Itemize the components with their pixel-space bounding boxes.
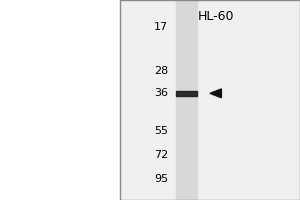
Text: 36: 36 [154,88,168,98]
Bar [176,0,197,200]
Text: 72: 72 [154,150,168,160]
Text: HL-60: HL-60 [198,10,234,23]
Bar [120,0,300,200]
Text: 28: 28 [154,66,168,76]
Text: 17: 17 [154,22,168,32]
Text: 95: 95 [154,174,168,184]
Text: 55: 55 [154,126,168,136]
Bar [120,0,300,200]
Bar [176,91,197,96]
Polygon shape [210,89,221,98]
